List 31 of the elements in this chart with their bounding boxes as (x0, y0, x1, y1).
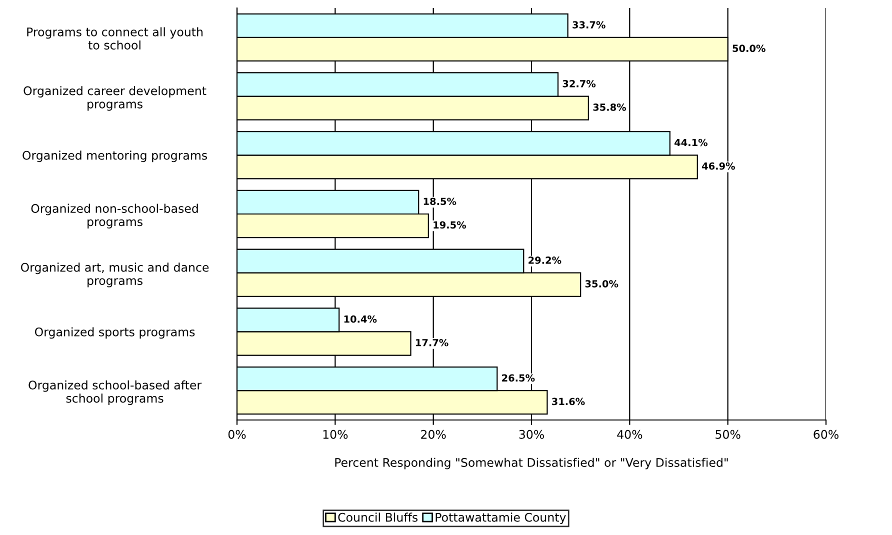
x-tick-label: 30% (519, 430, 544, 439)
y-tick-label: Organized mentoring programs (22, 150, 208, 162)
x-tick-label: 10% (323, 430, 348, 439)
data-label: 29.2% (528, 256, 562, 264)
data-label: 19.5% (434, 221, 466, 229)
x-axis-title: Percent Responding "Somewhat Dissatisfied" or "Very Dissatisfied" (335, 458, 728, 470)
data-label: 35.0% (585, 280, 618, 288)
y-tick-label: Organized art, music and dance programs (20, 262, 209, 288)
x-tick-label: 50% (716, 430, 740, 439)
data-label: 31.6% (552, 398, 585, 406)
data-label: 26.5% (502, 374, 535, 382)
x-tick-label: 0% (228, 430, 246, 439)
data-label: 46.9% (702, 162, 735, 170)
y-tick-label: Organized school-based after school programs (28, 380, 202, 406)
data-label: 33.7% (572, 21, 606, 28)
data-label: 50.0% (732, 44, 766, 52)
data-label: 18.5% (424, 198, 456, 206)
x-tick-label: 60% (814, 430, 838, 439)
x-tick-label: 20% (421, 430, 446, 439)
data-label: 17.7% (416, 338, 448, 346)
data-label: 35.8% (593, 104, 626, 111)
legend-label: Council Bluffs (338, 512, 418, 522)
legend-label: Pottawattamie County (436, 512, 566, 524)
y-tick-label: Programs to connect all youth to school (27, 27, 203, 50)
data-label: 10.4% (344, 315, 377, 323)
y-tick-label: Organized non-school-based programs (31, 204, 198, 228)
x-tick-label: 40% (617, 430, 642, 439)
y-tick-label: Organized sports programs (34, 327, 195, 339)
data-label: 44.1% (674, 138, 708, 146)
y-tick-label: Organized career development programs (24, 86, 206, 111)
data-label: 32.7% (562, 80, 596, 88)
